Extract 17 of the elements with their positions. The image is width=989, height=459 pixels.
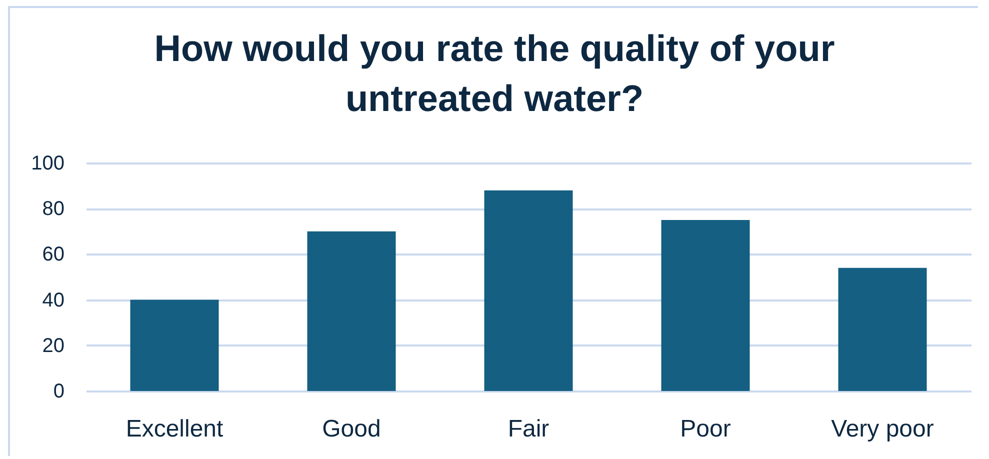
chart-title: How would you rate the quality of your untreated water?: [154, 28, 835, 119]
y-tick-label: 80: [42, 198, 64, 220]
bar: [484, 190, 573, 391]
x-tick-label: Fair: [508, 416, 550, 442]
y-tick-label: 20: [42, 334, 64, 357]
bar: [838, 268, 927, 391]
x-tick-label: Good: [322, 416, 381, 442]
x-tick-label: Very poor: [831, 416, 934, 442]
y-tick-label: 100: [31, 152, 64, 174]
x-tick-label: Poor: [680, 416, 731, 442]
x-tick-label: Excellent: [126, 416, 224, 442]
bar: [661, 220, 750, 391]
bar: [307, 231, 396, 391]
y-tick-label: 60: [42, 244, 64, 266]
y-tick-label: 0: [53, 380, 64, 402]
bar: [130, 300, 219, 391]
y-tick-label: 40: [42, 289, 64, 312]
